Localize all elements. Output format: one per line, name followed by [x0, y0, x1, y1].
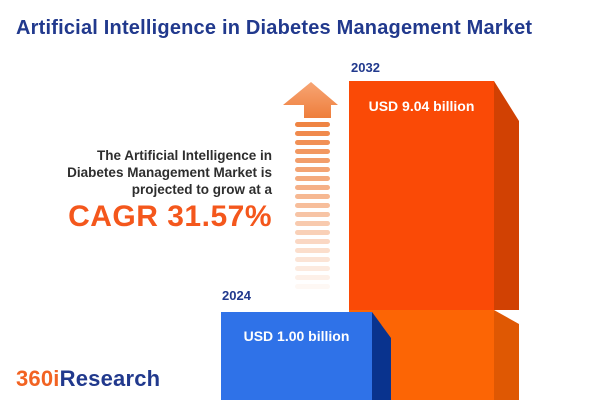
growth-arrow-dash — [295, 176, 330, 181]
logo-suffix: Research — [59, 366, 161, 391]
cagr-value: CAGR 31.57% — [68, 200, 272, 233]
growth-arrow-dashes — [295, 122, 330, 289]
bar-2032-base-segment-side — [494, 310, 519, 400]
growth-arrow-dash — [295, 212, 330, 217]
bar-2032-face — [349, 81, 494, 310]
page-title: Artificial Intelligence in Diabetes Mana… — [16, 17, 533, 39]
growth-arrow-dash — [295, 221, 330, 226]
summary-text: The Artificial Intelligence in Diabetes … — [20, 147, 272, 198]
growth-arrow-dash — [295, 257, 330, 262]
growth-arrow-dash — [295, 122, 330, 127]
growth-arrow-dash — [295, 275, 330, 280]
growth-arrow-dash — [295, 185, 330, 190]
growth-arrow-dash — [295, 194, 330, 199]
growth-arrow-dash — [295, 230, 330, 235]
bar-2024-face — [221, 312, 372, 400]
growth-arrow-dash — [295, 248, 330, 253]
growth-arrow-dash — [295, 167, 330, 172]
bar-2024-side — [372, 312, 391, 400]
growth-arrow-dash — [295, 149, 330, 154]
growth-arrow-dash — [295, 239, 330, 244]
bar-2024-year-label: 2024 — [222, 288, 251, 303]
summary-line-2: Diabetes Management Market is — [67, 165, 272, 180]
logo-360iresearch: 360iResearch — [16, 366, 160, 392]
growth-arrow-dash — [295, 266, 330, 271]
bar-2032-side — [494, 81, 519, 310]
growth-arrow-dash — [295, 140, 330, 145]
bar-2032-value-label: USD 9.04 billion — [368, 98, 475, 114]
bar-2024-value-label: USD 1.00 billion — [243, 328, 350, 344]
summary-line-1: The Artificial Intelligence in — [96, 148, 272, 163]
growth-arrow-dash — [295, 158, 330, 163]
logo-prefix: 360i — [16, 366, 60, 391]
bar-2032-year-label: 2032 — [351, 60, 380, 75]
growth-arrow-dash — [295, 203, 330, 208]
growth-arrow-icon — [283, 82, 338, 118]
summary-line-3: projected to grow at a — [131, 182, 272, 197]
growth-arrow-dash — [295, 131, 330, 136]
growth-arrow-dash — [295, 284, 330, 289]
